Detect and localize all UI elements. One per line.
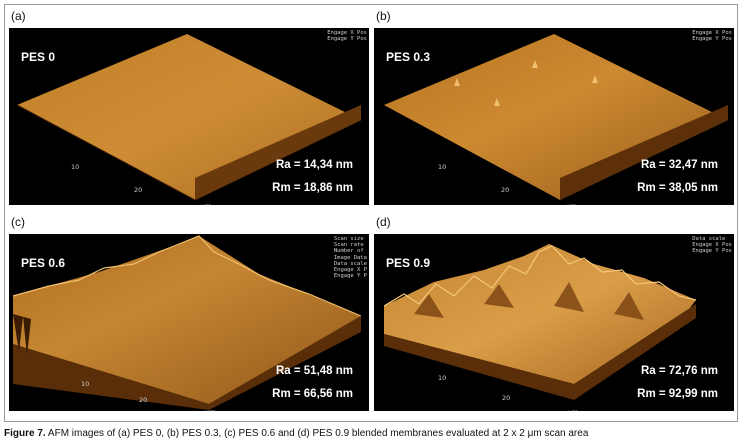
rm-value: Rm = 18,86 nm (272, 182, 353, 194)
afm-surface (384, 34, 728, 200)
panel-a: (a) PES 0 (9, 8, 369, 205)
axis-tick: 10 (438, 163, 447, 171)
panel-letter: (b) (376, 9, 391, 23)
hud-info: Engage X Pos Engage Y Pos (692, 30, 732, 43)
rm-value: Rm = 66,56 nm (272, 388, 353, 400)
panel-c: (c) PES 0.6 Scan size Scan rate Number of… (9, 214, 369, 411)
afm-surface (16, 34, 362, 201)
panel-d: (d) PES 0.9 Data scale Engage X (374, 214, 734, 411)
sample-label: PES 0.3 (386, 50, 431, 64)
sample-label: PES 0.9 (386, 256, 431, 270)
axis-tick: 20 (139, 396, 148, 404)
axis-unit: μm (201, 202, 211, 205)
afm-image: PES 0.6 Scan size Scan rate Number of Imag… (9, 234, 369, 411)
figure-frame: (a) PES 0 (4, 4, 738, 422)
hud-info: Engage X Pos Engage Y Pos (327, 30, 367, 43)
ra-value: Ra = 51,48 nm (275, 365, 353, 377)
rm-value: Rm = 38,05 nm (637, 182, 718, 194)
axis-tick: 20 (501, 186, 510, 194)
rm-value: Rm = 92,99 nm (637, 388, 718, 400)
caption-text: AFM images of (a) PES 0, (b) PES 0.3, (c… (45, 428, 589, 439)
axis-unit: μm (205, 408, 215, 411)
panel-letter: (a) (11, 9, 26, 23)
panel-letter: (c) (11, 215, 25, 229)
axis-tick: 10 (81, 380, 90, 388)
panel-b: (b) PES 0.3 Engage X Pos Engage Y Pos (374, 8, 734, 205)
axis-tick: 10 (438, 374, 447, 382)
afm-surface (12, 235, 362, 410)
hud-info: Data scale Engage X Pos Engage Y Pos (692, 236, 732, 255)
axis-tick: 10 (71, 163, 80, 171)
afm-surface (383, 244, 697, 400)
caption-label: Figure 7. (4, 428, 46, 439)
panel-letter: (d) (376, 215, 391, 229)
sample-label: PES 0.6 (21, 256, 66, 270)
axis-unit: μm (566, 202, 576, 205)
ra-value: Ra = 32,47 nm (640, 159, 718, 171)
sample-label: PES 0 (21, 50, 56, 64)
axis-unit: μm (568, 408, 578, 411)
figure-caption: Figure 7. AFM images of (a) PES 0, (b) P… (4, 428, 588, 439)
axis-tick: 20 (134, 186, 143, 194)
ra-value: Ra = 14,34 nm (275, 159, 353, 171)
afm-image: PES 0.9 Data scale Engage X Pos Engage Y P… (374, 234, 734, 411)
axis-tick: 20 (502, 394, 511, 402)
hud-info: Scan size Scan rate Number of Image Data D… (333, 236, 367, 280)
ra-value: Ra = 72,76 nm (640, 365, 718, 377)
